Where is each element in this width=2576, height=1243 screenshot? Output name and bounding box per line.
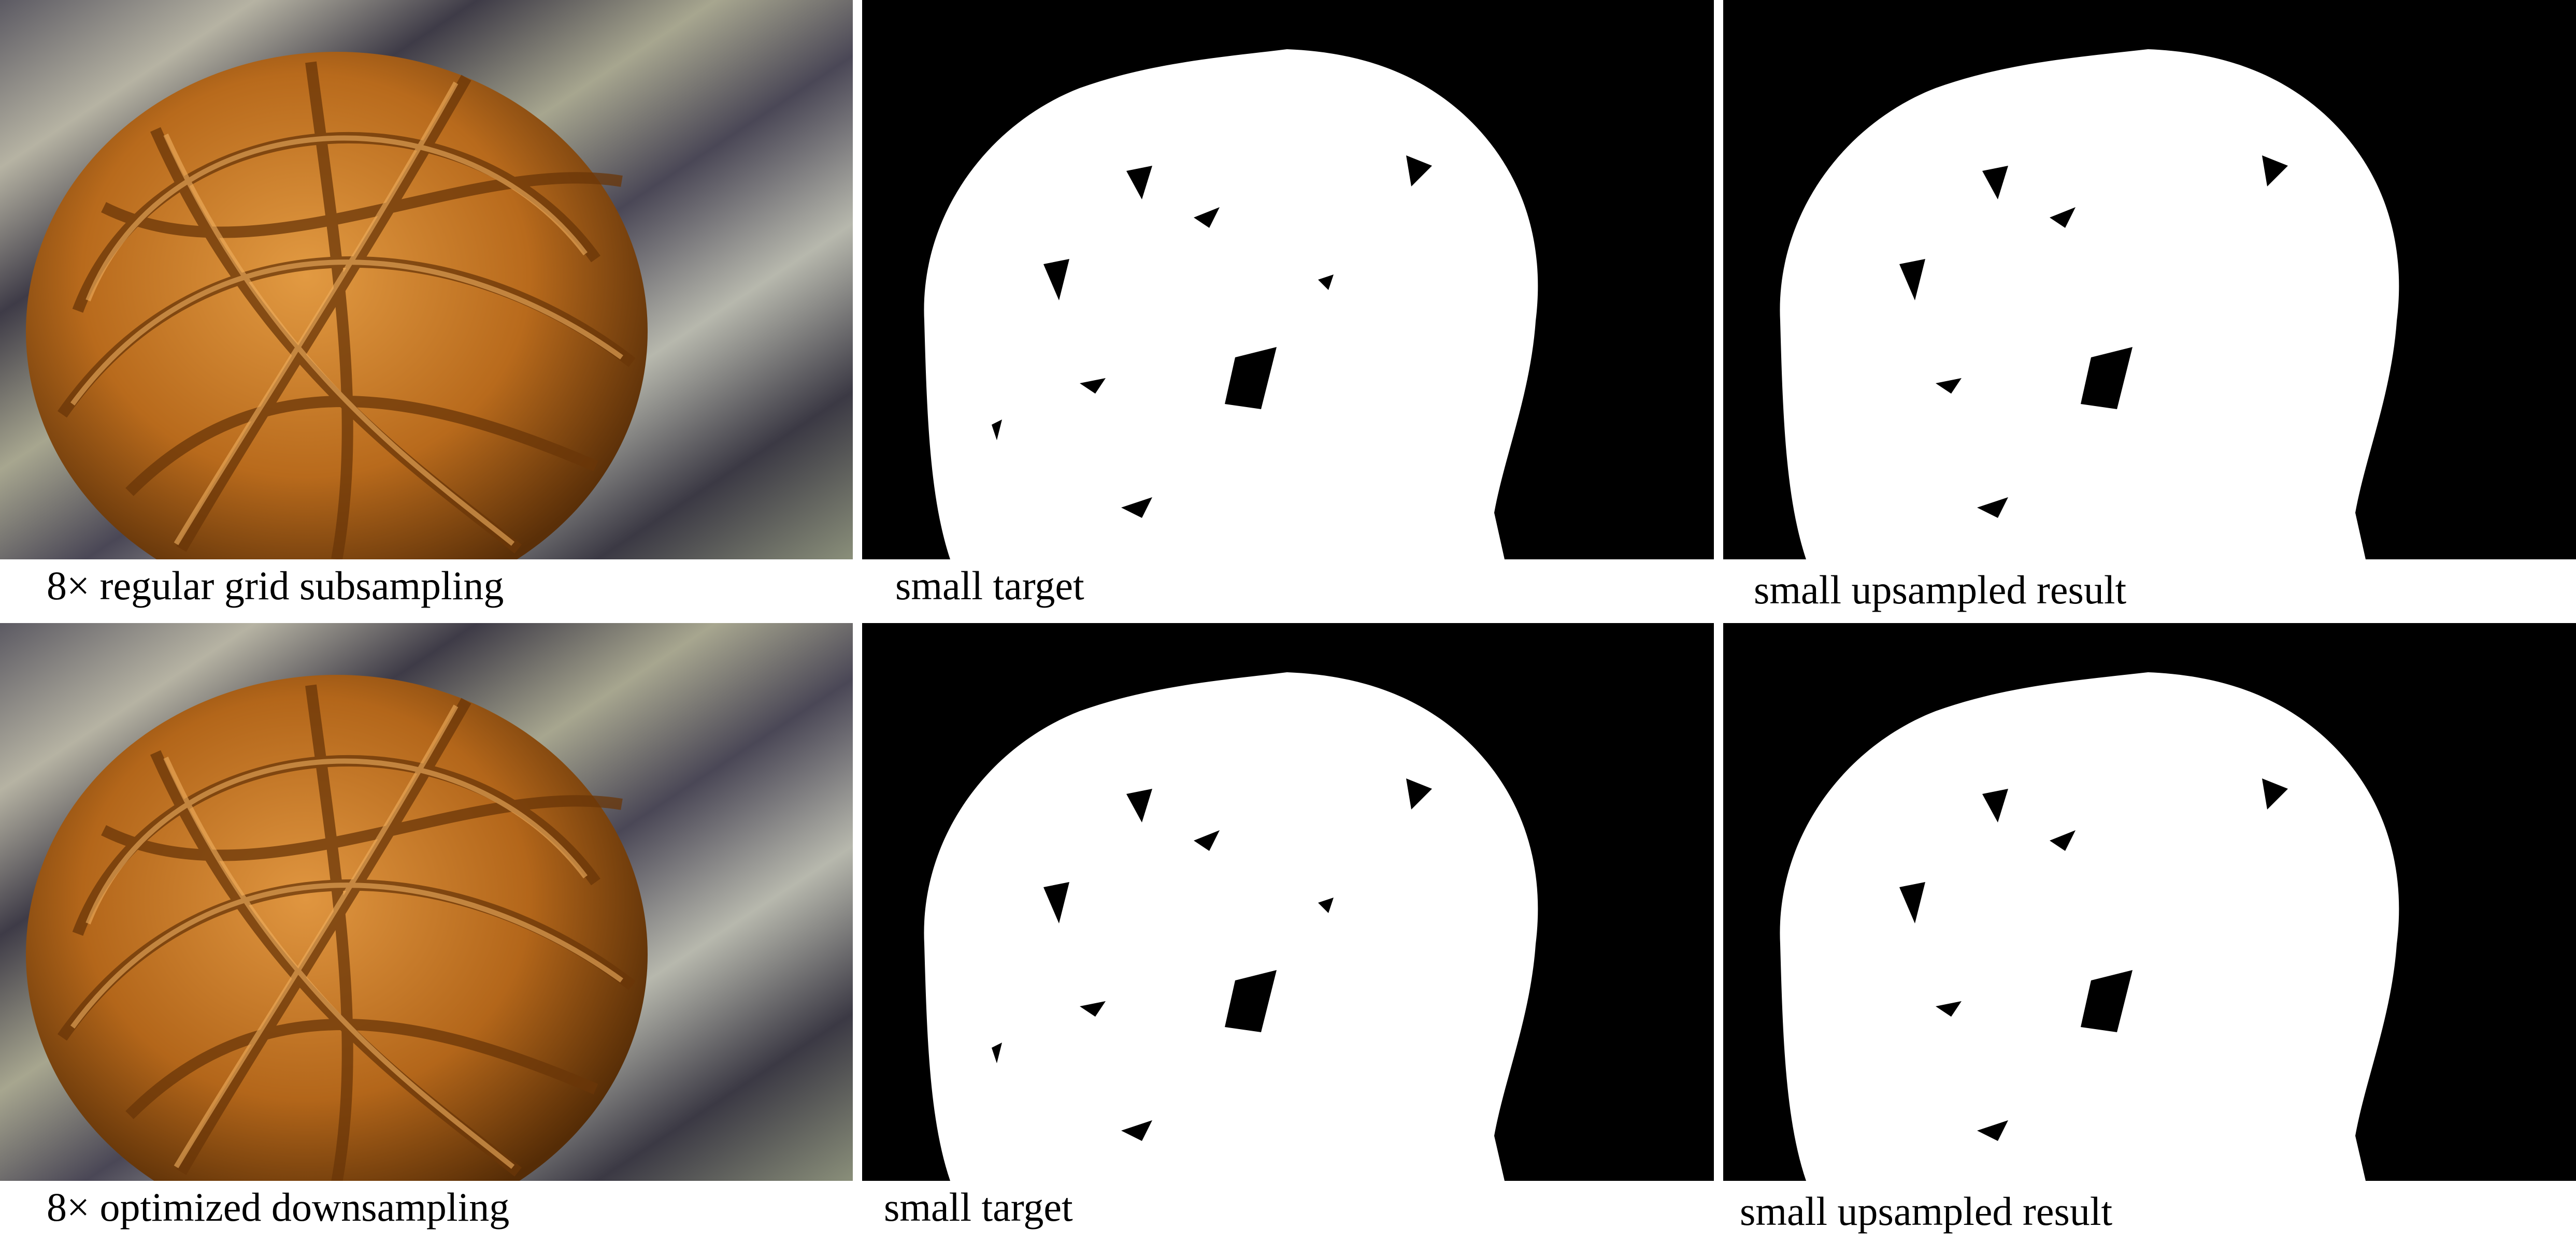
result-mask-panel bbox=[1723, 0, 2576, 559]
target-mask-panel bbox=[862, 0, 1714, 559]
result-mask-panel bbox=[1723, 623, 2576, 1181]
wicker-ball-photo bbox=[0, 0, 853, 559]
target-caption: small target bbox=[884, 1184, 1073, 1230]
target-mask-panel bbox=[862, 623, 1714, 1181]
target-mask-image bbox=[862, 623, 1714, 1181]
photo-caption: 8× regular grid subsampling bbox=[47, 563, 504, 608]
wicker-ball-photo bbox=[0, 623, 853, 1181]
photo-panel-optimized bbox=[0, 623, 853, 1181]
result-caption: small upsampled result bbox=[1754, 567, 2127, 612]
photo-panel-regular-grid bbox=[0, 0, 853, 559]
target-mask-image bbox=[862, 0, 1714, 559]
upsampled-result-image bbox=[1723, 0, 2576, 559]
result-caption: small upsampled result bbox=[1740, 1189, 2113, 1234]
upsampled-result-image bbox=[1723, 623, 2576, 1181]
target-caption: small target bbox=[895, 563, 1084, 608]
photo-caption: 8× optimized downsampling bbox=[47, 1184, 510, 1230]
